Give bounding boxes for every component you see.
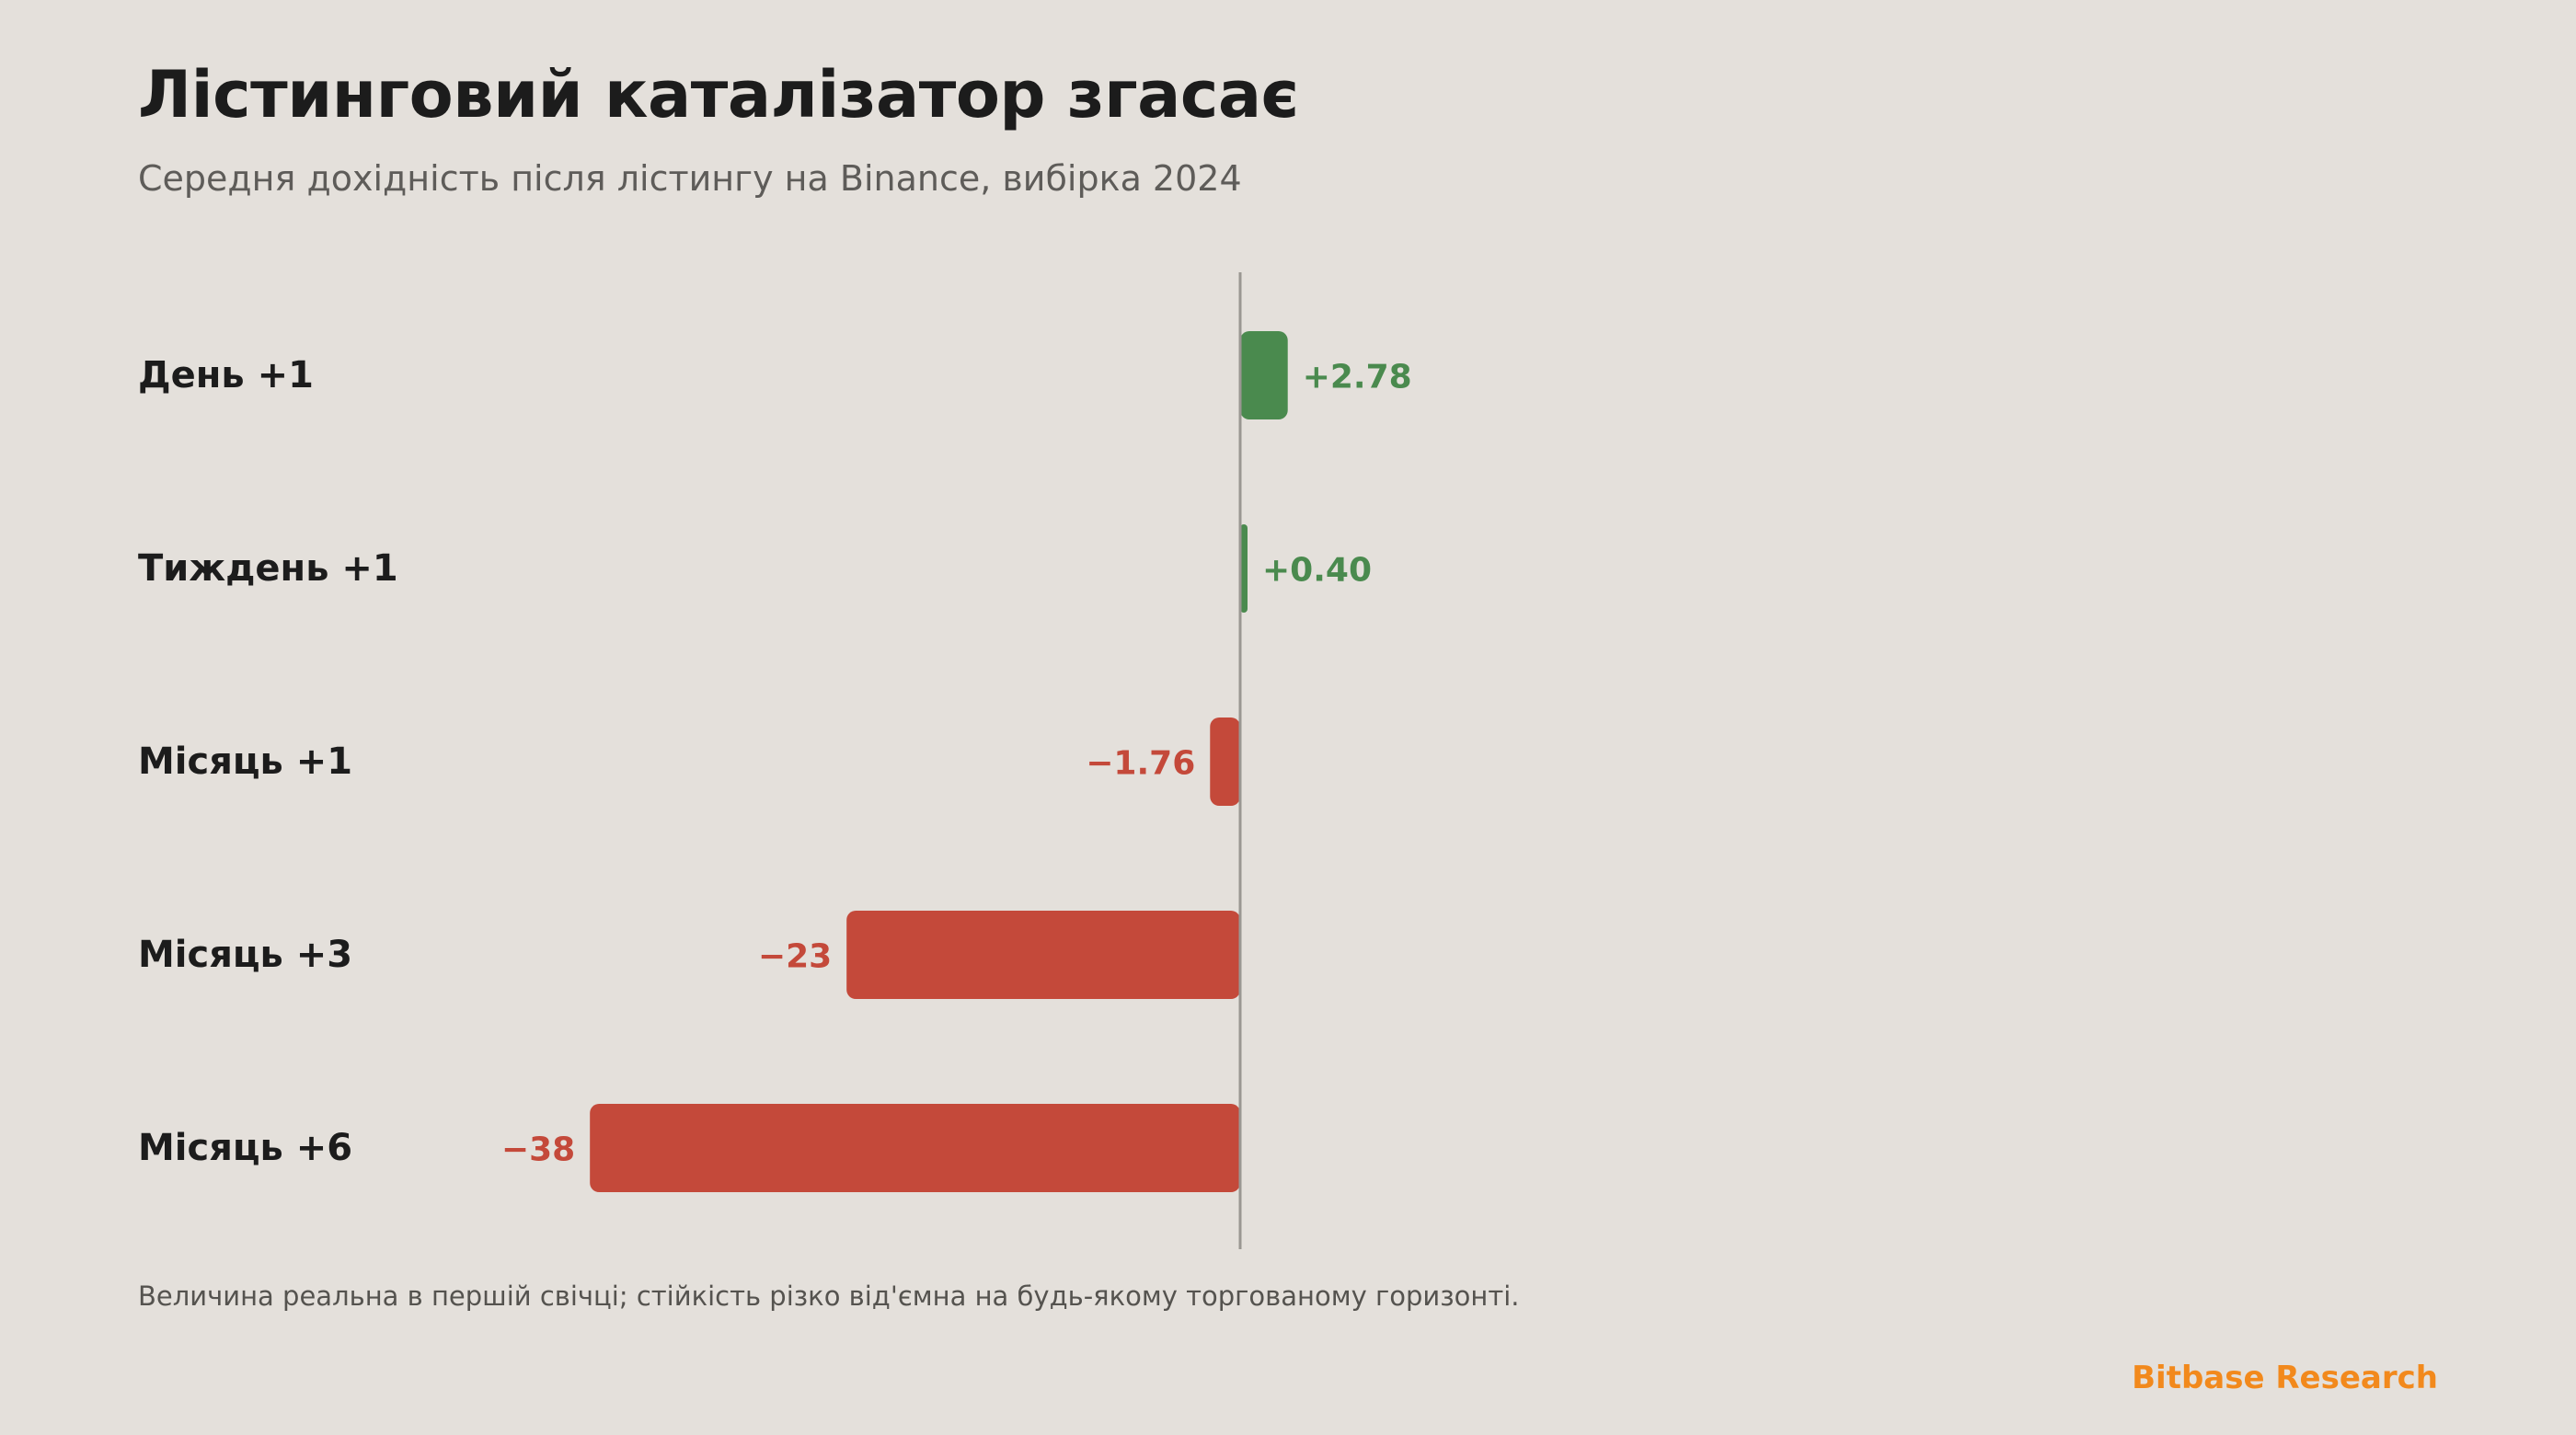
bars-layer [590, 331, 1288, 1192]
value-label-1: +2.78 [1303, 359, 1412, 396]
value-label-5: −38 [501, 1131, 575, 1169]
category-label-1: День +1 [138, 354, 314, 396]
labels-layer: День +1 +2.78 Тиждень +1 +0.40 Місяць +1 −1.7… [138, 354, 1412, 1169]
bar-3 [1210, 718, 1240, 806]
category-label-4: Місяць +3 [138, 934, 352, 976]
chart-title: Лістинговий каталізатор згасає [138, 57, 1299, 132]
bar-4 [846, 911, 1240, 999]
value-label-2: +0.40 [1262, 552, 1372, 590]
category-label-2: Тиждень +1 [138, 547, 398, 590]
chart-subtitle: Середня дохідність після лістингу на Bin… [138, 158, 1242, 199]
bar-5 [590, 1104, 1240, 1192]
bar-1 [1240, 331, 1288, 419]
bar-chart: День +1 +2.78 Тиждень +1 +0.40 Місяць +1 −1.7… [138, 272, 1412, 1249]
bar-2 [1240, 524, 1248, 613]
category-label-5: Місяць +6 [138, 1127, 352, 1169]
value-label-3: −1.76 [1086, 745, 1195, 783]
footnote: Величина реальна в першій свічці; стійкі… [138, 1280, 1520, 1312]
brand-logo-text: Bitbase Research [2132, 1360, 2438, 1396]
value-label-4: −23 [758, 938, 832, 976]
category-label-3: Місяць +1 [138, 740, 352, 783]
